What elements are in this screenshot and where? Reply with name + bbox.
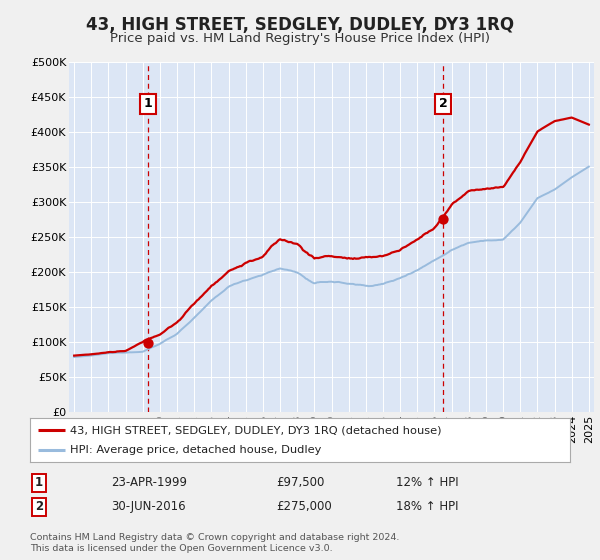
Text: 43, HIGH STREET, SEDGLEY, DUDLEY, DY3 1RQ: 43, HIGH STREET, SEDGLEY, DUDLEY, DY3 1R… <box>86 16 514 34</box>
Point <box>143 339 153 348</box>
Text: 2: 2 <box>439 97 448 110</box>
Text: Price paid vs. HM Land Registry's House Price Index (HPI): Price paid vs. HM Land Registry's House … <box>110 32 490 45</box>
Text: 23-APR-1999: 23-APR-1999 <box>111 476 187 489</box>
Text: 18% ↑ HPI: 18% ↑ HPI <box>396 500 458 514</box>
Text: HPI: Average price, detached house, Dudley: HPI: Average price, detached house, Dudl… <box>71 445 322 455</box>
Text: 1: 1 <box>35 476 43 489</box>
Text: £275,000: £275,000 <box>276 500 332 514</box>
Point <box>438 214 448 223</box>
Text: 1: 1 <box>143 97 152 110</box>
Text: £97,500: £97,500 <box>276 476 325 489</box>
Text: 12% ↑ HPI: 12% ↑ HPI <box>396 476 458 489</box>
Text: 30-JUN-2016: 30-JUN-2016 <box>111 500 185 514</box>
Text: 43, HIGH STREET, SEDGLEY, DUDLEY, DY3 1RQ (detached house): 43, HIGH STREET, SEDGLEY, DUDLEY, DY3 1R… <box>71 425 442 435</box>
Text: Contains HM Land Registry data © Crown copyright and database right 2024.
This d: Contains HM Land Registry data © Crown c… <box>30 533 400 553</box>
Text: 2: 2 <box>35 500 43 514</box>
